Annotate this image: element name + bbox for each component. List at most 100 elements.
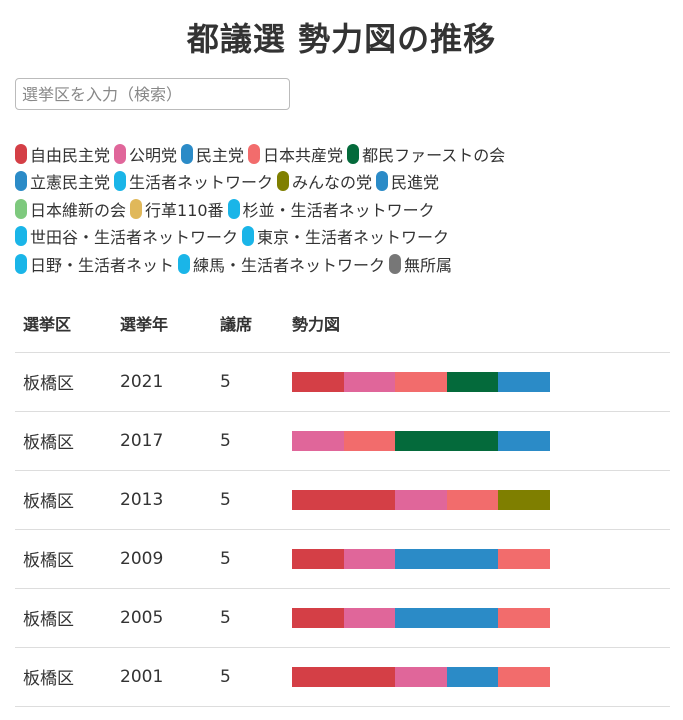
legend-row: 日本維新の会 行革110番 杉並・生活者ネットワーク bbox=[15, 195, 675, 223]
seats-cell: 5 bbox=[212, 411, 284, 471]
seat-segment[interactable] bbox=[343, 430, 396, 451]
seat-segment[interactable] bbox=[446, 371, 499, 392]
power-map-cell bbox=[284, 588, 670, 648]
legend-swatch bbox=[277, 171, 290, 192]
seats-cell: 5 bbox=[212, 588, 284, 648]
results-table: 選挙区 選挙年 議席 勢力図 板橋区 2021 5 板橋区 2017 5 板橋区 2013 5 板… bbox=[15, 295, 670, 707]
legend-item[interactable]: 練馬・生活者ネットワーク bbox=[178, 252, 385, 276]
legend-item[interactable]: 東京・生活者ネットワーク bbox=[242, 224, 449, 248]
table-row: 板橋区 2021 5 bbox=[15, 352, 670, 412]
seat-segment[interactable] bbox=[343, 371, 396, 392]
ward-cell: 板橋区 bbox=[15, 470, 112, 530]
table-row: 板橋区 2017 5 bbox=[15, 411, 670, 471]
seat-segment[interactable] bbox=[292, 371, 344, 392]
seat-segment[interactable] bbox=[498, 607, 550, 628]
legend-swatch bbox=[15, 143, 27, 164]
legend-label: 世田谷・生活者ネットワーク bbox=[30, 228, 239, 248]
power-bar bbox=[292, 666, 550, 687]
legend-item[interactable]: 立憲民主党 bbox=[15, 169, 110, 193]
legend-item[interactable]: 日本共産党 bbox=[248, 142, 343, 166]
seat-segment[interactable] bbox=[395, 548, 447, 569]
legend-item[interactable]: 無所属 bbox=[389, 252, 452, 276]
power-bar bbox=[292, 430, 550, 451]
seat-segment[interactable] bbox=[498, 489, 550, 510]
year-cell: 2005 bbox=[112, 588, 212, 648]
ward-cell: 板橋区 bbox=[15, 411, 112, 471]
legend-swatch bbox=[181, 143, 194, 164]
legend-item[interactable]: みんなの党 bbox=[277, 169, 372, 193]
seat-segment[interactable] bbox=[292, 666, 344, 687]
legend-label: 都民ファーストの会 bbox=[362, 145, 506, 165]
legend-label: 公明党 bbox=[129, 145, 178, 165]
seat-segment[interactable] bbox=[446, 548, 499, 569]
legend-label: 民進党 bbox=[391, 173, 440, 193]
legend-swatch bbox=[114, 171, 127, 192]
legend-swatch bbox=[15, 171, 27, 192]
seat-segment[interactable] bbox=[446, 666, 499, 687]
legend-item[interactable]: 民主党 bbox=[181, 142, 244, 166]
seat-segment[interactable] bbox=[498, 430, 550, 451]
seat-segment[interactable] bbox=[343, 607, 396, 628]
seat-segment[interactable] bbox=[498, 548, 550, 569]
legend-row: 世田谷・生活者ネットワーク 東京・生活者ネットワーク bbox=[15, 223, 675, 251]
legend-swatch bbox=[15, 198, 27, 219]
legend-item[interactable]: 杉並・生活者ネットワーク bbox=[227, 197, 435, 221]
seat-segment[interactable] bbox=[395, 607, 447, 628]
legend-swatch bbox=[130, 198, 143, 219]
search-input[interactable] bbox=[15, 78, 290, 110]
seat-segment[interactable] bbox=[498, 666, 550, 687]
table-header-row: 選挙区 選挙年 議席 勢力図 bbox=[15, 295, 670, 353]
seat-segment[interactable] bbox=[446, 489, 499, 510]
legend-swatch bbox=[15, 253, 27, 274]
legend-item[interactable]: 生活者ネットワーク bbox=[114, 169, 273, 193]
legend-item[interactable]: 日本維新の会 bbox=[15, 197, 126, 221]
seats-cell: 5 bbox=[212, 352, 284, 412]
ward-cell: 板橋区 bbox=[15, 529, 112, 589]
ward-cell: 板橋区 bbox=[15, 588, 112, 648]
legend-label: 日本維新の会 bbox=[30, 200, 127, 220]
legend-swatch bbox=[389, 253, 402, 274]
legend-item[interactable]: 民進党 bbox=[376, 169, 439, 193]
legend-item[interactable]: 自由民主党 bbox=[15, 142, 110, 166]
power-map-cell bbox=[284, 647, 670, 707]
year-cell: 2021 bbox=[112, 352, 212, 412]
header-seats[interactable]: 議席 bbox=[212, 295, 284, 353]
seat-segment[interactable] bbox=[395, 489, 447, 510]
seat-segment[interactable] bbox=[292, 430, 344, 451]
seat-segment[interactable] bbox=[395, 666, 447, 687]
seat-segment[interactable] bbox=[498, 371, 550, 392]
header-year[interactable]: 選挙年 bbox=[112, 295, 212, 353]
legend-row: 立憲民主党 生活者ネットワーク みんなの党 民進党 bbox=[15, 168, 675, 196]
year-cell: 2001 bbox=[112, 647, 212, 707]
party-legend: 自由民主党 公明党 民主党 日本共産党 都民ファーストの会立憲民主党 生活者ネットワークみ… bbox=[15, 140, 675, 278]
power-bar bbox=[292, 548, 550, 569]
power-map-cell bbox=[284, 352, 670, 412]
legend-item[interactable]: 世田谷・生活者ネットワーク bbox=[15, 224, 238, 248]
seat-segment[interactable] bbox=[292, 489, 344, 510]
table-row: 板橋区 2005 5 bbox=[15, 588, 670, 648]
legend-swatch bbox=[347, 143, 360, 164]
seats-cell: 5 bbox=[212, 470, 284, 530]
seat-segment[interactable] bbox=[395, 430, 447, 451]
table-row: 板橋区 2009 5 bbox=[15, 529, 670, 589]
legend-label: 無所属 bbox=[404, 255, 453, 275]
seat-segment[interactable] bbox=[343, 548, 396, 569]
seat-segment[interactable] bbox=[292, 607, 344, 628]
seat-segment[interactable] bbox=[446, 607, 499, 628]
year-cell: 2017 bbox=[112, 411, 212, 471]
table-row: 板橋区 2001 5 bbox=[15, 647, 670, 707]
legend-item[interactable]: 行革110番 bbox=[130, 197, 224, 221]
legend-item[interactable]: 公明党 bbox=[114, 142, 177, 166]
legend-item[interactable]: 都民ファーストの会 bbox=[347, 142, 505, 166]
header-ward[interactable]: 選挙区 bbox=[15, 295, 112, 353]
seat-segment[interactable] bbox=[292, 548, 344, 569]
power-map-cell bbox=[284, 470, 670, 530]
legend-label: 自由民主党 bbox=[30, 145, 111, 165]
ward-cell: 板橋区 bbox=[15, 647, 112, 707]
legend-item[interactable]: 日野・生活者ネット bbox=[15, 252, 174, 276]
seat-segment[interactable] bbox=[343, 666, 396, 687]
header-power-map: 勢力図 bbox=[284, 295, 670, 353]
seat-segment[interactable] bbox=[446, 430, 499, 451]
seat-segment[interactable] bbox=[395, 371, 447, 392]
seat-segment[interactable] bbox=[343, 489, 396, 510]
